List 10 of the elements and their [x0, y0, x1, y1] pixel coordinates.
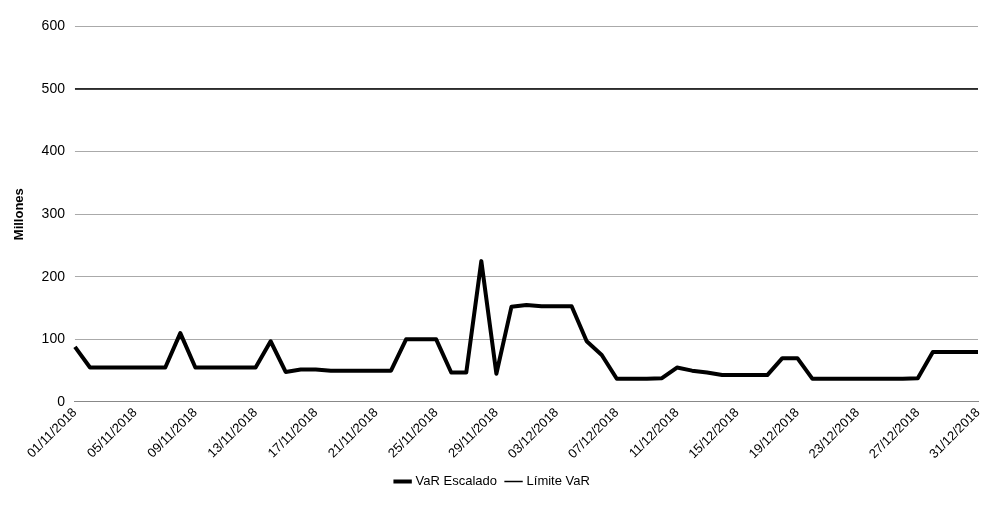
y-tick-label: 200 — [41, 267, 66, 284]
y-tick-label: 100 — [41, 330, 66, 347]
y-tick-label: 500 — [41, 79, 66, 96]
y-tick-label: 400 — [41, 142, 66, 159]
legend-label: VaR Escalado — [415, 473, 498, 489]
y-axis-title: Millones — [11, 188, 27, 241]
y-tick-label: 300 — [41, 205, 66, 222]
y-tick-label: 600 — [41, 17, 66, 34]
legend-label: Límite VaR — [526, 473, 590, 489]
y-tick-label: 0 — [57, 392, 66, 409]
